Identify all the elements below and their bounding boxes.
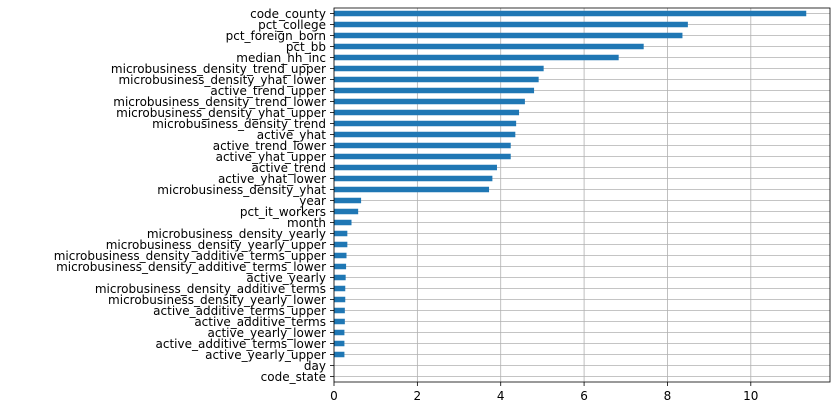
y-tick-label: active_trend_upper <box>210 84 326 98</box>
bar-active_yearly_lower <box>334 329 345 336</box>
bar-microbusiness_density_yhat <box>334 186 490 193</box>
bar-microbusiness_density_trend <box>334 120 517 127</box>
plot-frame <box>333 7 831 383</box>
x-tick-label: 4 <box>497 389 505 403</box>
y-tick-label: code_county <box>250 7 326 21</box>
bar-microbusiness_density_yearly_upper <box>334 241 348 248</box>
bar-microbusiness_density_additive_terms_lower <box>334 263 347 270</box>
y-tick-label: active_yearly <box>246 271 326 285</box>
bar-active_trend_upper <box>334 87 535 94</box>
bar-pct_college <box>334 21 688 28</box>
y-tick-label: microbusiness_density_yearly_lower <box>108 293 326 307</box>
bar-pct_foreign_born <box>334 32 683 39</box>
bar-month <box>334 219 352 226</box>
y-tick-label: active_trend <box>252 161 326 175</box>
y-tick-label: active_additive_terms <box>194 315 326 329</box>
bar-microbusiness_density_additive_terms_upper <box>334 252 347 259</box>
bar-active_additive_terms <box>334 318 345 325</box>
y-tick-label: active_yearly_lower <box>208 326 327 340</box>
bar-microbusiness_density_yearly_lower <box>334 296 346 303</box>
bar-microbusiness_density_yearly <box>334 230 348 237</box>
bar-active_additive_terms_upper <box>334 307 345 314</box>
bar-layer <box>334 10 807 358</box>
y-tick-label: pct_it_workers <box>240 205 326 219</box>
bar-active_yhat <box>334 131 516 138</box>
y-tick-label: microbusiness_density_trend_upper <box>111 62 326 76</box>
grid-layer <box>333 8 830 382</box>
bar-pct_bb <box>334 43 644 50</box>
axis-layer: 0 2 4 6 8 10 code_countypct_collegepct_foreign… <box>54 7 831 403</box>
bar-active_yhat_lower <box>334 175 493 182</box>
y-tick-label: pct_bb <box>286 40 326 54</box>
y-tick-label: active_yhat_lower <box>218 172 326 186</box>
y-tick-label: active_trend_lower <box>213 139 326 153</box>
bar-median_hh_inc <box>334 54 619 61</box>
y-tick-label: year <box>299 194 326 208</box>
bar-microbusiness_density_additive_terms <box>334 285 346 292</box>
y-tick-label: active_yhat <box>257 128 327 142</box>
y-tick-label: microbusiness_density_additive_terms_upp… <box>54 249 326 263</box>
y-tick-label: code_state <box>261 370 326 384</box>
x-tick-label: 8 <box>664 389 672 403</box>
y-tick-label: microbusiness_density_trend <box>152 117 326 131</box>
y-tick-label: microbusiness_density_yhat <box>157 183 326 197</box>
bar-active_trend_lower <box>334 142 511 149</box>
x-tick-label: 0 <box>330 389 338 403</box>
bar-active_yearly <box>334 274 346 281</box>
y-tick-label: microbusiness_density_yearly_upper <box>106 238 326 252</box>
y-tick-label: day <box>304 359 326 373</box>
y-tick-label: microbusiness_density_additive_terms_low… <box>56 260 326 274</box>
y-tick-label: microbusiness_density_additive_terms <box>95 282 326 296</box>
y-tick-label: microbusiness_density_yhat_upper <box>116 106 326 120</box>
y-tick-label: month <box>287 216 326 230</box>
bar-microbusiness_density_yhat_lower <box>334 76 539 83</box>
x-tick-label: 2 <box>414 389 422 403</box>
y-tick-label: microbusiness_density_trend_lower <box>113 95 326 109</box>
y-tick-label: pct_college <box>258 18 326 32</box>
y-tick-label: microbusiness_density_yearly <box>147 227 326 241</box>
y-tick-label: microbusiness_density_yhat_lower <box>118 73 326 87</box>
y-tick-label: active_yearly_upper <box>205 348 326 362</box>
bar-active_yhat_upper <box>334 153 511 160</box>
bar-microbusiness_density_yhat_upper <box>334 109 520 116</box>
y-tick-label: active_yhat_upper <box>216 150 326 164</box>
x-tick-label: 6 <box>580 389 588 403</box>
bar-microbusiness_density_trend_lower <box>334 98 525 105</box>
bar-pct_it_workers <box>334 208 359 215</box>
y-tick-label: median_hh_inc <box>236 51 326 65</box>
bar-active_trend <box>334 164 497 171</box>
y-tick-label: active_additive_terms_upper <box>153 304 326 318</box>
bar-code_county <box>334 10 807 17</box>
bar-active_yearly_upper <box>334 351 345 358</box>
y-tick-label: active_additive_terms_lower <box>156 337 327 351</box>
x-tick-label: 10 <box>743 389 758 403</box>
bar-microbusiness_density_trend_upper <box>334 65 544 72</box>
bar-active_additive_terms_lower <box>334 340 345 347</box>
bar-year <box>334 197 362 204</box>
y-tick-label: pct_foreign_born <box>226 29 326 43</box>
